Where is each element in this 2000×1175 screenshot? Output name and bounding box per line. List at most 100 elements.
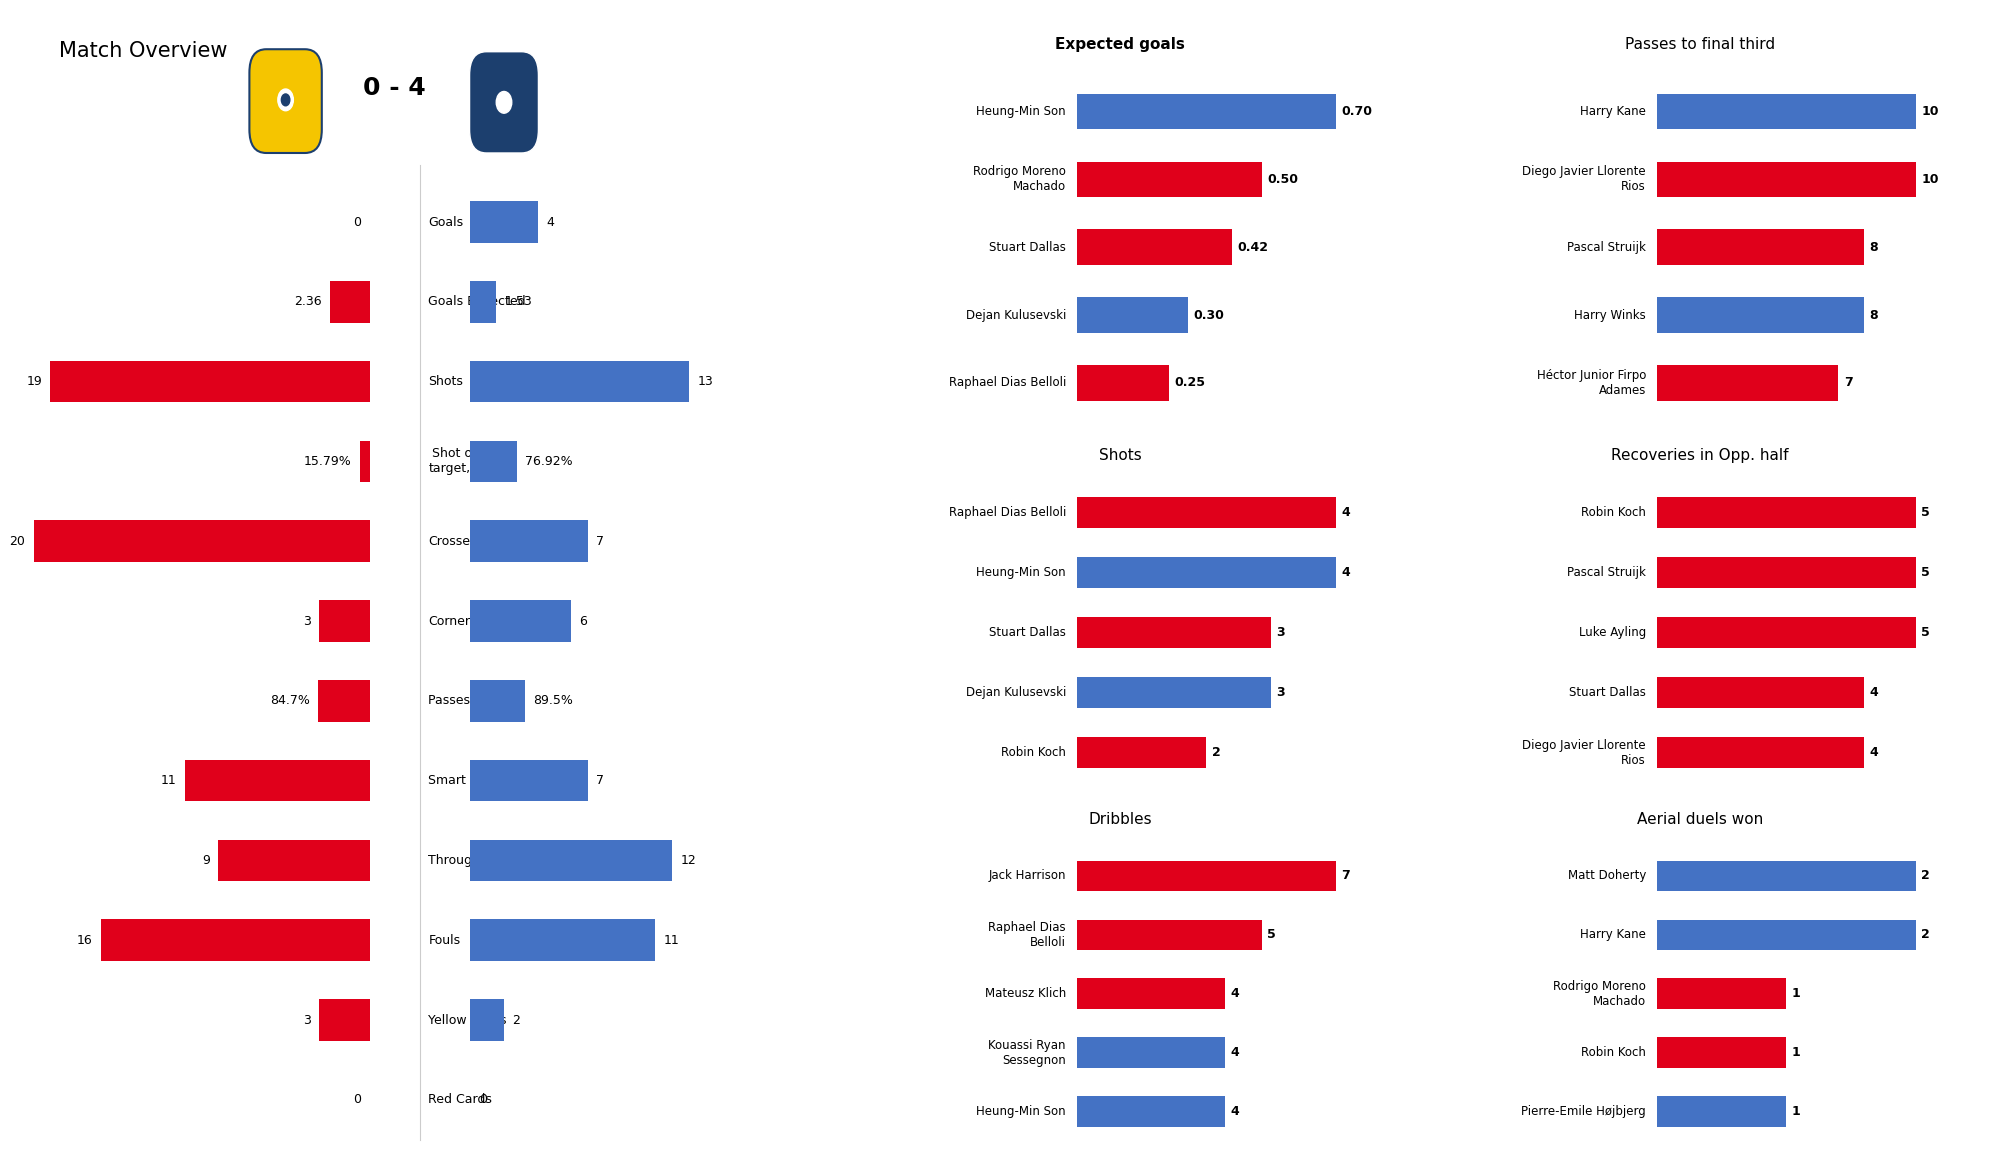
Text: 11: 11 — [160, 774, 176, 787]
Bar — [34, 521, 370, 562]
Text: Shots: Shots — [1098, 448, 1142, 463]
Bar — [1076, 737, 1206, 768]
Text: 5: 5 — [1268, 928, 1276, 941]
Text: Corners: Corners — [428, 615, 476, 627]
Text: 19: 19 — [26, 375, 42, 388]
Text: Passes to final third: Passes to final third — [1624, 38, 1776, 53]
Text: Expected goals: Expected goals — [1056, 38, 1184, 53]
Bar — [1656, 979, 1786, 1009]
Text: 0.50: 0.50 — [1268, 173, 1298, 186]
Text: 2.36: 2.36 — [294, 295, 322, 308]
Bar — [470, 361, 688, 402]
Bar — [1656, 860, 1916, 892]
Text: Rodrigo Moreno
Machado: Rodrigo Moreno Machado — [1554, 980, 1646, 1008]
Text: Heung-Min Son: Heung-Min Son — [976, 566, 1066, 579]
Text: 16: 16 — [76, 934, 92, 947]
Bar — [1656, 737, 1864, 768]
Text: Jack Harrison: Jack Harrison — [988, 870, 1066, 882]
Text: 4: 4 — [1230, 1106, 1240, 1119]
Bar — [470, 201, 538, 243]
Circle shape — [496, 92, 512, 113]
Bar — [1076, 94, 1336, 129]
Text: Smart Passes: Smart Passes — [428, 774, 512, 787]
Bar — [470, 680, 524, 721]
Text: 8: 8 — [1870, 241, 1878, 254]
Bar — [1656, 617, 1916, 649]
Text: 3: 3 — [302, 615, 310, 627]
Bar — [320, 999, 370, 1041]
Bar — [1076, 497, 1336, 529]
Text: 0.30: 0.30 — [1194, 309, 1224, 322]
Text: 4: 4 — [1230, 987, 1240, 1000]
Bar — [330, 281, 370, 323]
Text: Stuart Dallas: Stuart Dallas — [990, 626, 1066, 639]
Text: 0.42: 0.42 — [1238, 241, 1268, 254]
Text: Harry Winks: Harry Winks — [1574, 309, 1646, 322]
Text: Fouls: Fouls — [428, 934, 460, 947]
Text: 2: 2 — [512, 1014, 520, 1027]
Text: 3: 3 — [1276, 686, 1286, 699]
Bar — [1076, 557, 1336, 589]
Text: Rodrigo Moreno
Machado: Rodrigo Moreno Machado — [974, 166, 1066, 193]
Text: 0.70: 0.70 — [1342, 105, 1372, 118]
Text: Heung-Min Son: Heung-Min Son — [976, 105, 1066, 118]
Bar — [470, 600, 572, 642]
Text: Aerial duels won: Aerial duels won — [1636, 812, 1764, 827]
Text: Raphael Dias
Belloli: Raphael Dias Belloli — [988, 921, 1066, 949]
Text: Goals Expected: Goals Expected — [428, 295, 526, 308]
Text: 12: 12 — [680, 854, 696, 867]
Bar — [470, 920, 656, 961]
Text: 13: 13 — [698, 375, 712, 388]
Bar — [1656, 920, 1916, 951]
Text: Shot on
target,%: Shot on target,% — [428, 448, 482, 476]
Bar — [1076, 979, 1224, 1009]
Text: 3: 3 — [302, 1014, 310, 1027]
Text: 0: 0 — [354, 1094, 362, 1107]
Text: 4: 4 — [546, 215, 554, 228]
Text: 0.25: 0.25 — [1174, 376, 1206, 389]
Text: 11: 11 — [664, 934, 680, 947]
Bar — [1656, 1096, 1786, 1127]
Text: Through Passes: Through Passes — [428, 854, 526, 867]
Text: Matt Doherty: Matt Doherty — [1568, 870, 1646, 882]
Text: 1: 1 — [1792, 987, 1800, 1000]
Bar — [318, 680, 370, 721]
Text: 84.7%: 84.7% — [270, 694, 310, 707]
Text: 1: 1 — [1792, 1106, 1800, 1119]
Bar — [1076, 229, 1232, 264]
Text: Dejan Kulusevski: Dejan Kulusevski — [966, 686, 1066, 699]
Text: 3: 3 — [1276, 626, 1286, 639]
Text: Kouassi Ryan
Sessegnon: Kouassi Ryan Sessegnon — [988, 1039, 1066, 1067]
Text: Match Overview: Match Overview — [58, 41, 228, 61]
Text: Harry Kane: Harry Kane — [1580, 105, 1646, 118]
Text: 4: 4 — [1870, 686, 1878, 699]
Text: Dejan Kulusevski: Dejan Kulusevski — [966, 309, 1066, 322]
Text: 7: 7 — [1342, 870, 1350, 882]
Text: Stuart Dallas: Stuart Dallas — [990, 241, 1066, 254]
Text: Recoveries in Opp. half: Recoveries in Opp. half — [1612, 448, 1788, 463]
Text: Robin Koch: Robin Koch — [1582, 506, 1646, 519]
Text: Goals: Goals — [428, 215, 464, 228]
Circle shape — [282, 94, 290, 106]
Bar — [1076, 860, 1336, 892]
Text: 5: 5 — [1922, 626, 1930, 639]
Text: 10: 10 — [1922, 173, 1938, 186]
FancyBboxPatch shape — [250, 49, 322, 153]
Text: 7: 7 — [596, 774, 604, 787]
Text: Pascal Struijk: Pascal Struijk — [1568, 241, 1646, 254]
Text: 2: 2 — [1922, 928, 1930, 941]
Text: 0 - 4: 0 - 4 — [364, 76, 426, 100]
Text: Pascal Struijk: Pascal Struijk — [1568, 566, 1646, 579]
Text: Diego Javier Llorente
Rios: Diego Javier Llorente Rios — [1522, 739, 1646, 766]
Text: Shots: Shots — [428, 375, 464, 388]
Text: Pierre-Emile Højbjerg: Pierre-Emile Højbjerg — [1522, 1106, 1646, 1119]
Text: 10: 10 — [1922, 105, 1938, 118]
Text: 4: 4 — [1230, 1046, 1240, 1059]
Text: 4: 4 — [1870, 746, 1878, 759]
Text: Heung-Min Son: Heung-Min Son — [976, 1106, 1066, 1119]
Text: 8: 8 — [1870, 309, 1878, 322]
Bar — [1076, 297, 1188, 333]
Text: 89.5%: 89.5% — [532, 694, 572, 707]
Bar — [1076, 617, 1272, 649]
Bar — [1656, 229, 1864, 264]
